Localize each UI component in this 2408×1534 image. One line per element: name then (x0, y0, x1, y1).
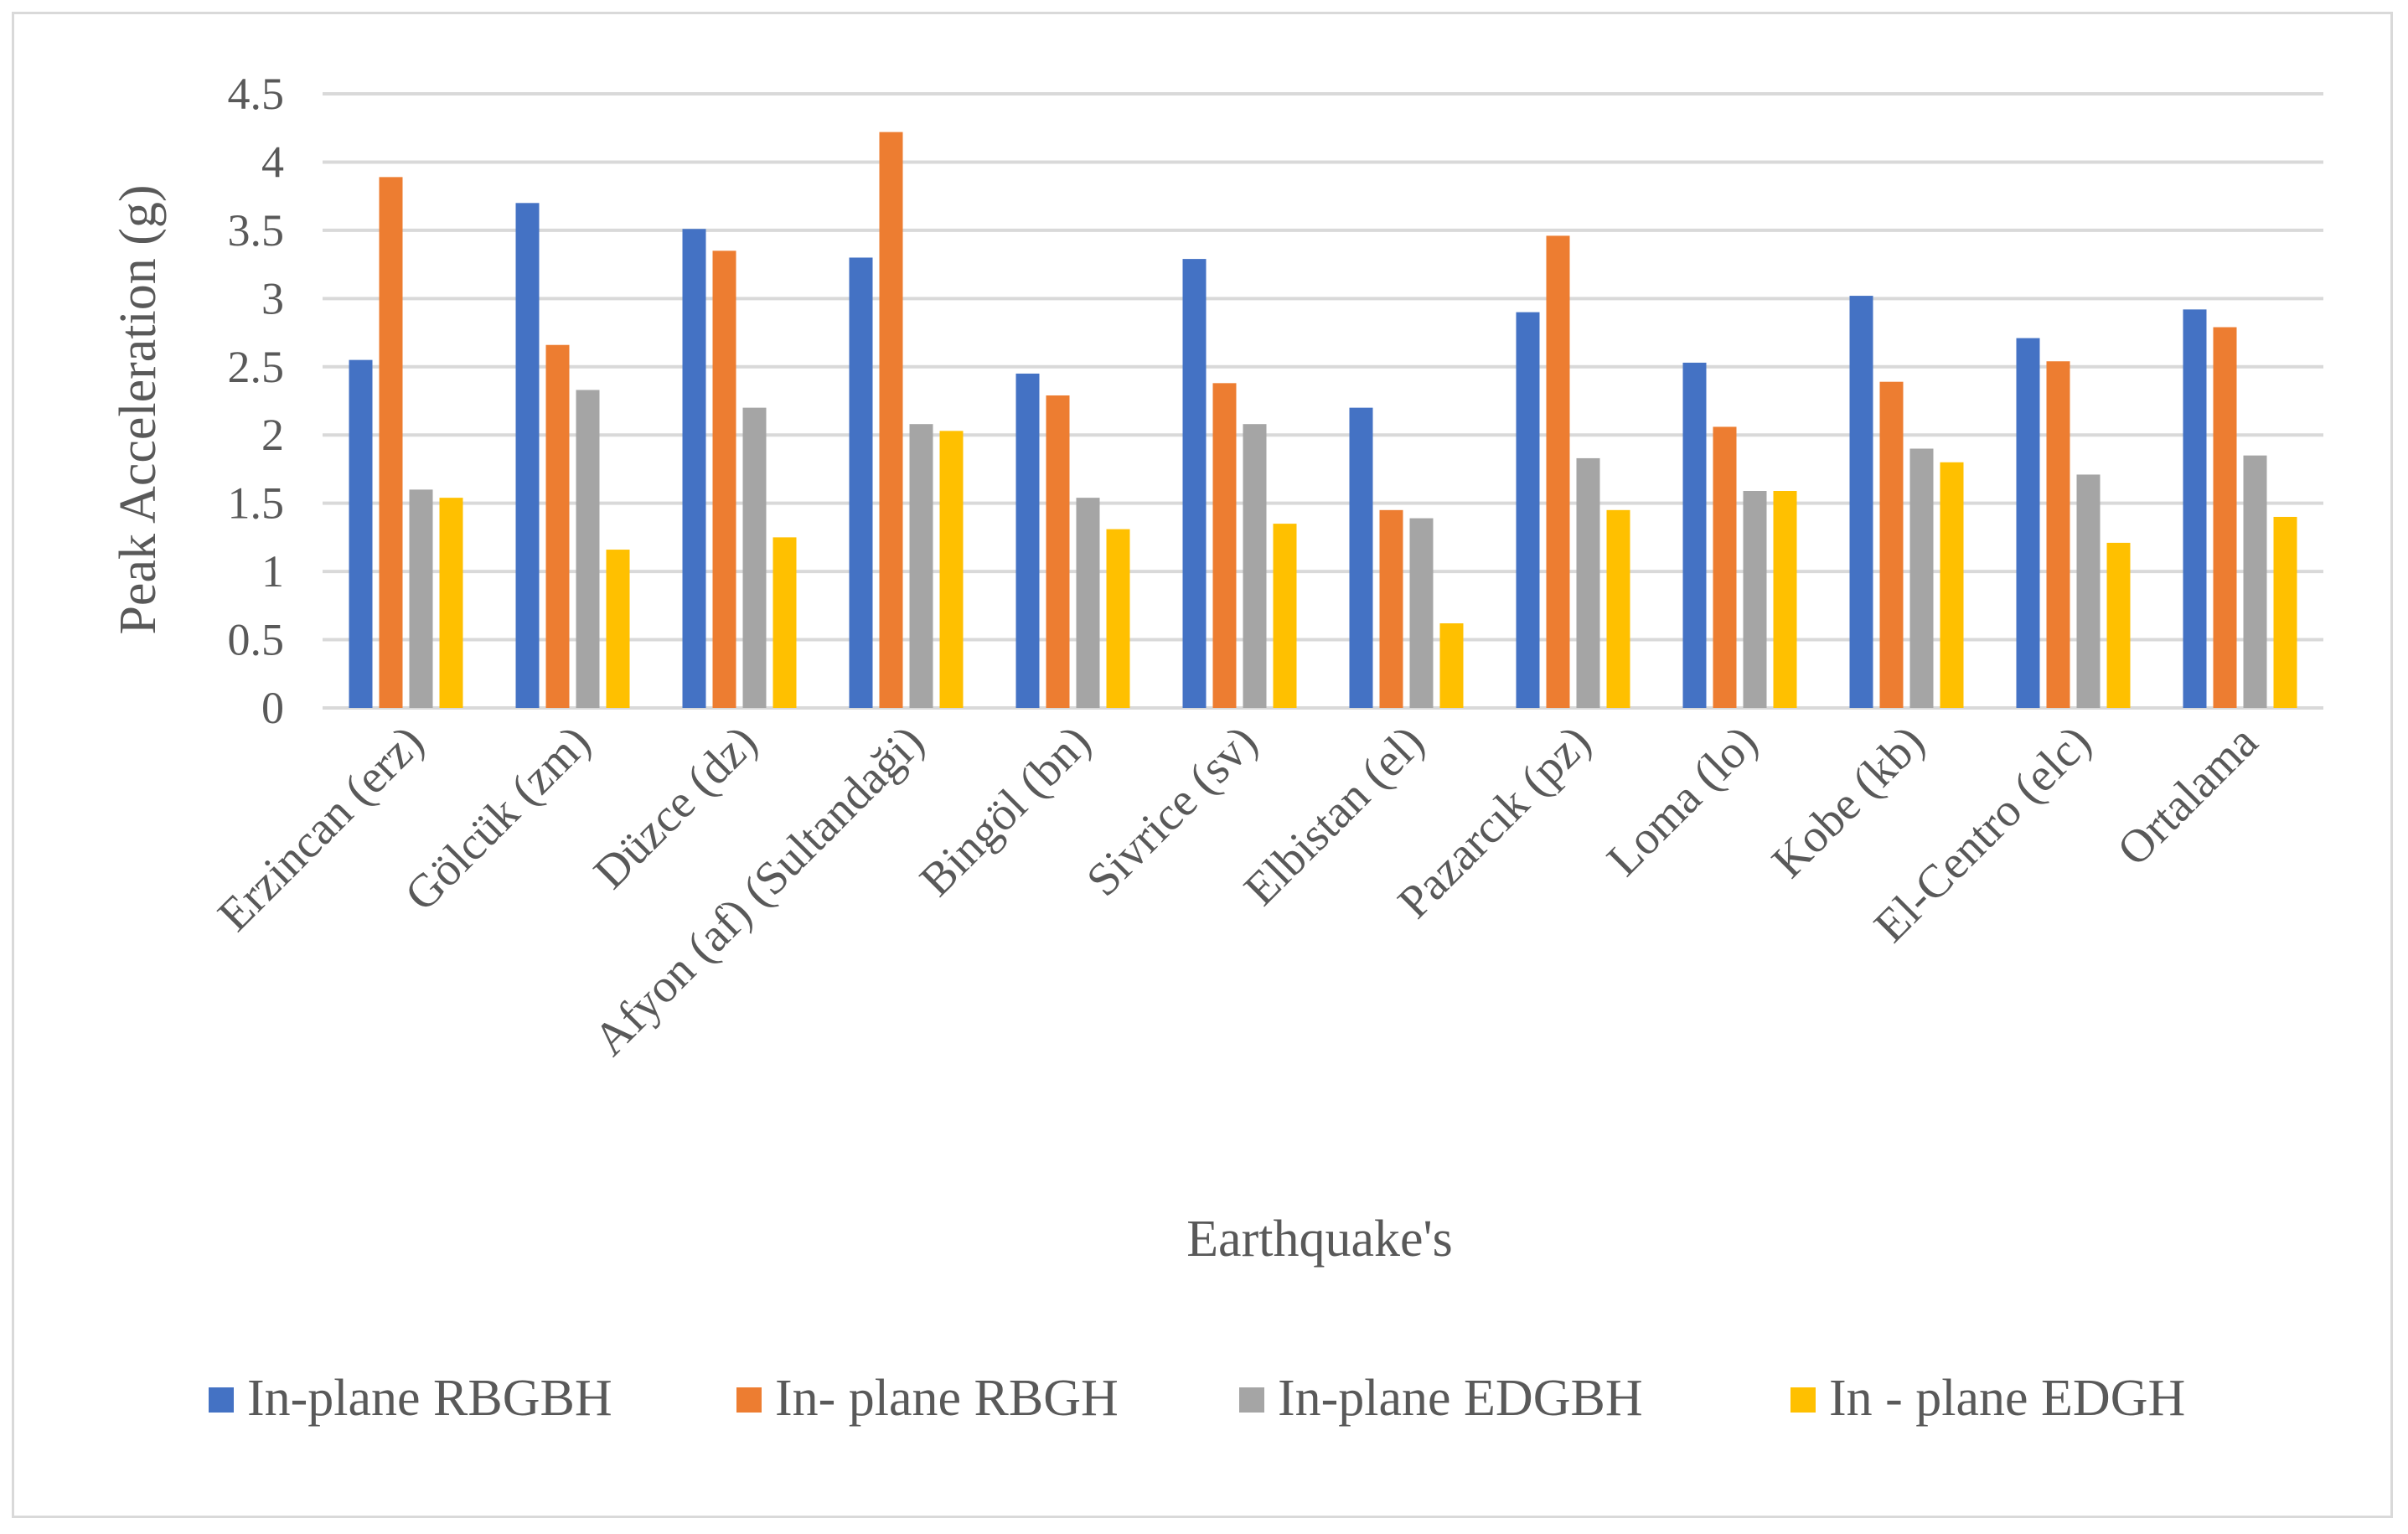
gridlines (323, 92, 2323, 710)
bar (909, 424, 933, 708)
bar (576, 390, 600, 708)
bar (1409, 518, 1434, 708)
bar (2016, 338, 2040, 708)
bar (2213, 327, 2237, 708)
legend-label: In- plane RBGH (775, 1370, 1119, 1427)
bar (1940, 462, 1964, 708)
y-tick-label: 3.5 (228, 205, 285, 256)
bar (2076, 474, 2101, 708)
y-axis-title: Peak Acceleration (g) (110, 184, 167, 634)
bar (606, 550, 630, 708)
bar (879, 132, 903, 708)
y-tick-label: 3 (261, 273, 284, 323)
x-tick-label: Bingöl (bn) (910, 715, 1101, 906)
bar (1773, 491, 1797, 708)
bar (1879, 381, 1904, 708)
bar (1076, 498, 1100, 708)
x-tick-label: Kobe (kb) (1762, 715, 1934, 887)
legend-swatch (1239, 1387, 1264, 1413)
bar (439, 498, 463, 708)
bar (1273, 524, 1297, 708)
x-tick-label: Afyon (af) (Sultandaği) (584, 715, 934, 1066)
bar (2183, 309, 2207, 708)
y-tick-label: 2.5 (228, 342, 285, 392)
bar (1546, 235, 1570, 709)
legend-item: In- plane RBGH (736, 1370, 1119, 1427)
x-axis-title: Earthquake's (1186, 1211, 1453, 1268)
legend-label: In-plane RBGBH (247, 1370, 612, 1427)
x-tick-label: Loma (lo) (1597, 715, 1767, 886)
bar (2106, 542, 2131, 708)
bar (773, 537, 797, 708)
bar (682, 229, 706, 708)
legend-swatch (736, 1387, 762, 1413)
chart-frame: 0 0.5 1 1.5 2 2.5 3 3.5 4 4.5 Erzincan (erz) Gölcü… (12, 12, 2393, 1518)
bar (379, 177, 403, 708)
bar (2273, 516, 2297, 708)
y-tick-label: 2 (261, 410, 284, 460)
bar (1243, 424, 1267, 708)
bar (1212, 383, 1237, 708)
legend-swatch (1790, 1387, 1816, 1413)
bar (515, 203, 540, 709)
bar (939, 431, 964, 708)
bars (349, 132, 2297, 709)
y-tick-label: 1 (261, 546, 284, 597)
y-tick-label: 4 (261, 137, 284, 187)
legend: In-plane RBGBH In- plane RBGH In-plane EDG… (209, 1370, 2185, 1427)
x-tick-label: Erzincan (erz) (209, 715, 434, 941)
bar (2046, 361, 2070, 708)
bar (1349, 407, 1373, 708)
bar (1439, 623, 1464, 708)
bar (1849, 296, 1873, 708)
bar (1015, 373, 1040, 708)
legend-item: In-plane EDGBH (1239, 1370, 1643, 1427)
bar (1182, 259, 1207, 708)
bar (849, 257, 873, 708)
legend-label: In-plane EDGBH (1278, 1370, 1643, 1427)
x-tick-label: Düzce (dz) (584, 715, 767, 899)
bar (349, 359, 373, 708)
bar (1606, 509, 1630, 708)
bar (545, 344, 570, 708)
y-axis-ticks: 0 0.5 1 1.5 2 2.5 3 3.5 4 4.5 (228, 69, 285, 733)
bar-chart: 0 0.5 1 1.5 2 2.5 3 3.5 4 4.5 Erzincan (erz)Gölcü… (110, 69, 2323, 1427)
y-tick-label: 0.5 (228, 615, 285, 665)
y-tick-label: 4.5 (228, 69, 285, 119)
bar (742, 407, 767, 708)
bar (1682, 362, 1707, 708)
y-tick-label: 0 (261, 683, 284, 733)
y-tick-label: 1.5 (228, 478, 285, 529)
bar (712, 251, 736, 708)
bar (2243, 455, 2267, 708)
x-axis-ticks: Erzincan (erz)Gölcük (zm)Düzce (dz)Afyon… (209, 715, 2268, 1066)
legend-swatch (209, 1387, 234, 1413)
bar (1379, 509, 1403, 708)
legend-label: In - plane EDGH (1829, 1370, 2185, 1427)
bar (409, 489, 433, 708)
bar (1576, 457, 1600, 708)
bar (1743, 491, 1767, 708)
bar (1516, 312, 1540, 708)
legend-item: In-plane RBGBH (209, 1370, 612, 1427)
bar (1046, 395, 1070, 708)
bar (1909, 448, 1934, 708)
legend-item: In - plane EDGH (1790, 1370, 2185, 1427)
bar (1106, 529, 1130, 708)
bar (1713, 426, 1737, 708)
x-tick-label: Ortalama (2108, 715, 2268, 875)
